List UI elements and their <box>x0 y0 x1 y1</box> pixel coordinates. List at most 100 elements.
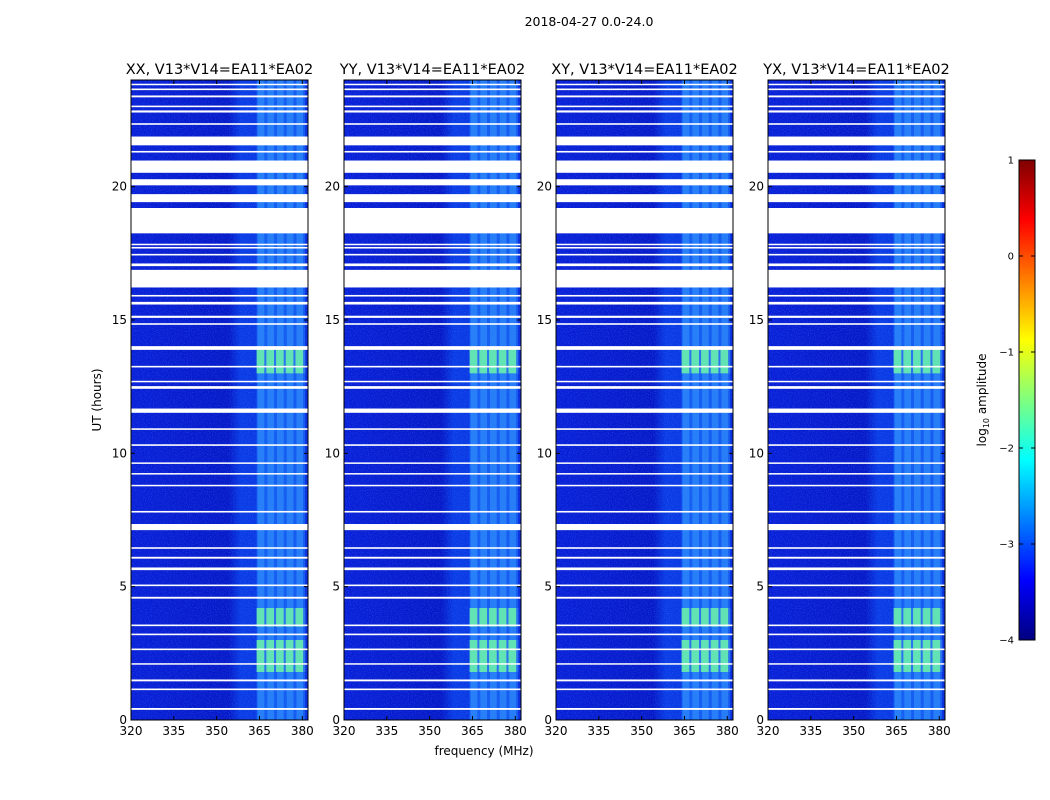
flagged-gap <box>556 624 733 627</box>
flagged-gap <box>768 123 945 125</box>
flagged-gap <box>556 484 733 487</box>
flagged-gap <box>131 95 308 98</box>
rfi-channel <box>894 80 902 720</box>
rfi-channel-gap <box>506 346 509 374</box>
rfi-channel <box>509 80 517 720</box>
flagged-gap <box>768 556 945 559</box>
panel-title: YX, V13*V14=EA11*EA02 <box>762 62 949 78</box>
x-tick-label: 380 <box>504 724 527 738</box>
flagged-gap <box>344 315 521 318</box>
rfi-channel-gap <box>911 346 914 374</box>
flagged-gap <box>131 301 308 305</box>
rfi-channel-gap <box>506 608 509 627</box>
flagged-gap <box>768 246 945 249</box>
rfi-channel-gap <box>264 608 267 627</box>
x-tick-label: 320 <box>120 724 143 738</box>
flagged-gap <box>344 633 521 636</box>
rfi-hot-region <box>256 608 306 627</box>
flagged-gap <box>556 708 733 710</box>
rfi-channel-gap <box>718 608 721 627</box>
flagged-gap <box>344 547 521 549</box>
flagged-gap <box>556 567 733 571</box>
x-tick-label: 380 <box>928 724 951 738</box>
colorbar-gradient <box>1018 159 1036 641</box>
flagged-gap <box>344 484 521 487</box>
flagged-gap <box>556 243 733 246</box>
flagged-gap <box>556 462 733 464</box>
rfi-channel-gap <box>283 640 286 672</box>
rfi-channel-gap <box>264 640 267 672</box>
flagged-gap <box>556 263 733 267</box>
x-tick-label: 350 <box>205 724 228 738</box>
flagged-gap <box>768 83 945 86</box>
rfi-channel-gap <box>718 346 721 374</box>
rfi-channel <box>257 80 265 720</box>
flagged-gap <box>556 110 733 113</box>
flagged-gap <box>768 596 945 599</box>
panel-title: XY, V13*V14=EA11*EA02 <box>551 62 737 78</box>
flagged-gap <box>768 380 945 383</box>
flagged-gap <box>556 556 733 559</box>
x-tick-label: 380 <box>291 724 314 738</box>
x-tick-label: 335 <box>162 724 185 738</box>
rfi-hot-region <box>681 346 731 374</box>
flagged-gap <box>344 346 521 350</box>
flagged-gap <box>768 679 945 682</box>
rfi-hot-region <box>893 640 943 672</box>
y-tick-label: 5 <box>332 580 340 594</box>
flagged-gap <box>556 380 733 383</box>
rfi-channel-gap <box>274 608 277 627</box>
y-tick-label: 15 <box>537 313 552 327</box>
y-tick-label: 10 <box>325 446 340 460</box>
rfi-channel-gap <box>901 640 904 672</box>
flagged-gap <box>344 323 521 325</box>
rfi-channel <box>470 80 478 720</box>
rfi-channel-gap <box>487 346 490 374</box>
flagged-gap <box>768 648 945 651</box>
rfi-channel-gap <box>303 640 306 672</box>
rfi-channel <box>480 80 488 720</box>
rfi-channel-gap <box>728 640 731 672</box>
colorbar: 10−1−2−3−4 log10 amplitude <box>975 156 1036 647</box>
rfi-channel-gap <box>901 608 904 627</box>
rfi-channel <box>711 80 719 720</box>
flagged-gap <box>768 633 945 636</box>
flagged-gap <box>131 584 308 587</box>
rfi-channel <box>721 80 729 720</box>
flagged-gap <box>131 567 308 571</box>
rfi-channel <box>490 80 497 720</box>
flagged-gap <box>344 688 521 691</box>
rfi-channel <box>296 80 304 720</box>
rfi-channel-gap <box>496 346 499 374</box>
rfi-channel-gap <box>496 608 499 627</box>
flagged-gap <box>768 243 945 246</box>
rfi-hot-region <box>256 640 306 672</box>
flagged-gap <box>131 269 308 288</box>
rfi-channel-gap <box>293 346 296 374</box>
heatmap-panel: XY, V13*V14=EA11*EA02 320 335 350 365 380 0 5 10… <box>537 62 739 738</box>
flagged-gap <box>556 160 733 173</box>
flagged-gap <box>768 624 945 627</box>
flagged-gap <box>556 473 733 475</box>
flagged-gap <box>131 444 308 446</box>
rfi-hot-region <box>681 608 731 627</box>
rfi-hot-region <box>256 346 306 374</box>
flagged-gap <box>131 462 308 464</box>
flagged-gap <box>131 510 308 513</box>
rfi-hot-region <box>469 608 519 627</box>
flagged-gap <box>131 123 308 125</box>
flagged-gap <box>131 160 308 173</box>
flagged-gap <box>131 380 308 383</box>
flagged-gap <box>344 294 521 297</box>
flagged-gap <box>768 473 945 475</box>
x-tick-label: 335 <box>587 724 610 738</box>
flagged-gap <box>344 648 521 651</box>
flagged-gap <box>556 679 733 682</box>
rfi-channel-gap <box>920 608 923 627</box>
flagged-gap <box>768 386 945 389</box>
flagged-gap <box>556 179 733 186</box>
flagged-gap <box>344 663 521 665</box>
x-tick-label: 350 <box>418 724 441 738</box>
rfi-channel-gap <box>274 640 277 672</box>
flagged-gap <box>344 150 521 153</box>
